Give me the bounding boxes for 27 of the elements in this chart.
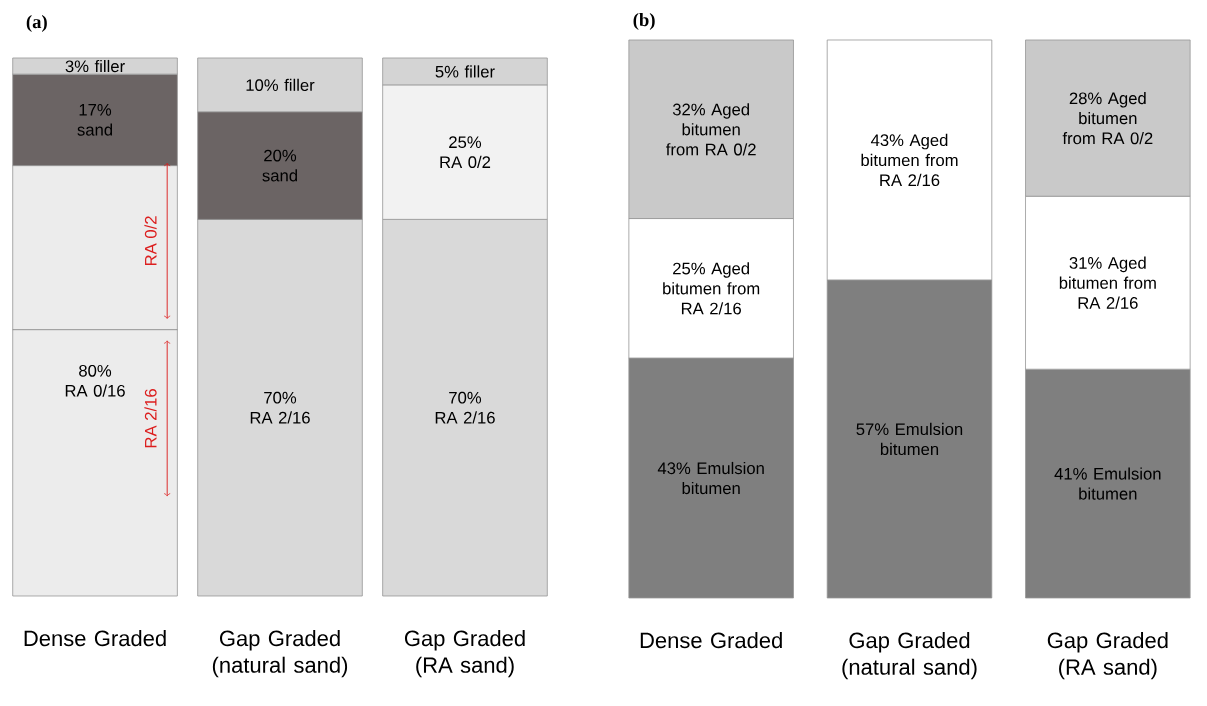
annotation: RA 2/16	[144, 389, 157, 448]
data-label: 3% filler	[65, 59, 125, 73]
data-label: 17% sand	[77, 104, 113, 136]
data-label: 25% Aged bitumen from RA 2/16	[663, 262, 760, 315]
data-label: 57% Emulsion bitumen	[856, 422, 963, 456]
x-tick-label: Gap Graded (RA sand)	[404, 630, 525, 678]
data-label: 31% Aged bitumen from RA 2/16	[1059, 256, 1156, 309]
data-label: 32% Aged bitumen from RA 0/2	[666, 103, 756, 156]
x-tick-label: Gap Graded (RA sand)	[1047, 632, 1168, 680]
chart-title: (b)	[633, 13, 655, 30]
annotation: RA 0/2	[144, 216, 157, 266]
data-label: 25% RA 0/2	[440, 136, 491, 169]
data-label: 43% Emulsion bitumen	[657, 461, 764, 495]
data-label: 70% RA 2/16	[435, 391, 495, 424]
x-tick-label: Gap Graded (natural sand)	[842, 632, 977, 680]
data-label: 10% filler	[246, 78, 315, 92]
data-label: 5% filler	[435, 65, 495, 78]
data-label: 28% Aged bitumen from RA 0/2	[1062, 91, 1153, 145]
x-tick-label: Dense Graded	[24, 630, 166, 647]
x-tick-label: Dense Graded	[640, 632, 782, 649]
data-label: 80% RA 0/16	[65, 364, 125, 397]
data-label: 20% sand	[262, 149, 297, 182]
data-label: 43% Aged bitumen from RA 2/16	[861, 133, 958, 187]
data-label: 41% Emulsion bitumen	[1054, 467, 1161, 500]
x-tick-label: Gap Graded (natural sand)	[212, 630, 348, 678]
data-label: 70% RA 2/16	[250, 391, 310, 424]
chart-title: (a)	[26, 15, 47, 32]
